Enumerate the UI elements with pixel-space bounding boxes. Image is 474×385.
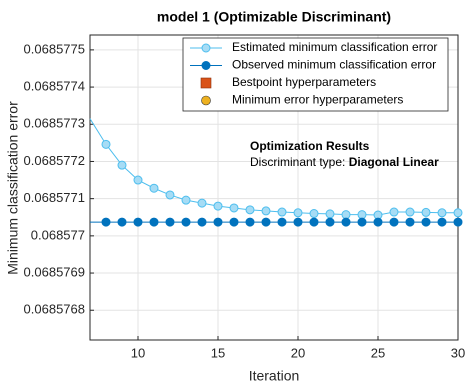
legend-label: Observed minimum classification error — [232, 58, 436, 72]
data-point — [277, 207, 287, 217]
x-tick-label: 10 — [131, 345, 145, 360]
data-point — [453, 208, 463, 218]
legend-label: Estimated minimum classification error — [232, 40, 437, 54]
legend-marker — [201, 95, 211, 106]
data-point — [325, 209, 335, 219]
x-tick-label: 15 — [211, 345, 225, 360]
data-point — [213, 201, 223, 211]
data-point — [165, 190, 175, 200]
y-tick-label: 0.0685769 — [24, 264, 85, 279]
data-point — [245, 217, 255, 227]
x-axis-label: Iteration — [249, 368, 300, 384]
data-point — [405, 207, 415, 217]
data-point — [293, 217, 303, 227]
data-point — [437, 217, 447, 227]
axes-box — [89, 34, 459, 341]
data-point — [245, 205, 255, 215]
legend-marker — [200, 77, 212, 89]
legend-label: Bestpoint hyperparameters — [232, 75, 376, 89]
data-point — [421, 207, 431, 217]
data-point — [133, 217, 143, 227]
data-point — [341, 217, 351, 227]
annotation-value: Diagonal Linear — [349, 155, 439, 169]
data-point — [453, 217, 463, 227]
data-point — [389, 207, 399, 217]
x-tick-label: 20 — [291, 345, 305, 360]
x-tick-label: 25 — [371, 345, 385, 360]
y-tick-label: 0.0685768 — [24, 302, 85, 317]
data-point — [229, 217, 239, 227]
annotation-key: Discriminant type: — [250, 155, 345, 169]
y-tick-label: 0.0685775 — [24, 41, 85, 56]
data-point — [181, 217, 191, 227]
data-point — [117, 160, 127, 170]
annotation-title: Optimization Results — [250, 139, 370, 153]
data-point — [309, 209, 319, 219]
data-point — [181, 195, 191, 205]
chart-title: model 1 (Optimizable Discriminant) — [157, 9, 391, 25]
y-tick-label: 0.0685771 — [24, 190, 85, 205]
legend-marker — [201, 43, 211, 53]
data-point — [373, 217, 383, 227]
data-point — [149, 183, 159, 193]
series-group — [89, 118, 463, 227]
data-point — [165, 217, 175, 227]
data-point — [325, 217, 335, 227]
data-point — [405, 217, 415, 227]
data-point — [261, 206, 271, 216]
data-point — [213, 217, 223, 227]
data-point — [293, 208, 303, 218]
data-point — [101, 139, 111, 149]
data-point — [149, 217, 159, 227]
legend-label: Minimum error hyperparameters — [232, 93, 403, 107]
y-tick-label: 0.0685774 — [24, 79, 85, 94]
data-point — [229, 203, 239, 213]
x-tick-label: 30 — [451, 345, 465, 360]
data-point — [197, 217, 207, 227]
y-tick-label: 0.0685773 — [24, 116, 85, 131]
data-point — [437, 208, 447, 218]
data-point — [277, 217, 287, 227]
data-point — [261, 217, 271, 227]
data-point — [357, 217, 367, 227]
data-point — [341, 210, 351, 220]
data-point — [197, 198, 207, 208]
data-point — [117, 217, 127, 227]
y-tick-label: 0.068577 — [31, 227, 85, 242]
data-point — [357, 210, 367, 220]
y-tick-label: 0.0685772 — [24, 153, 85, 168]
legend-box — [182, 37, 449, 112]
y-axis-label: Minimum classification error — [5, 101, 21, 275]
annotation-label: Discriminant type: Diagonal Linear — [250, 155, 439, 169]
data-point — [389, 217, 399, 227]
data-point — [309, 217, 319, 227]
data-point — [101, 217, 111, 227]
legend: Estimated minimum classification error Ob… — [182, 37, 449, 112]
legend-marker — [201, 61, 211, 70]
data-point — [421, 217, 431, 227]
data-point — [133, 175, 143, 185]
